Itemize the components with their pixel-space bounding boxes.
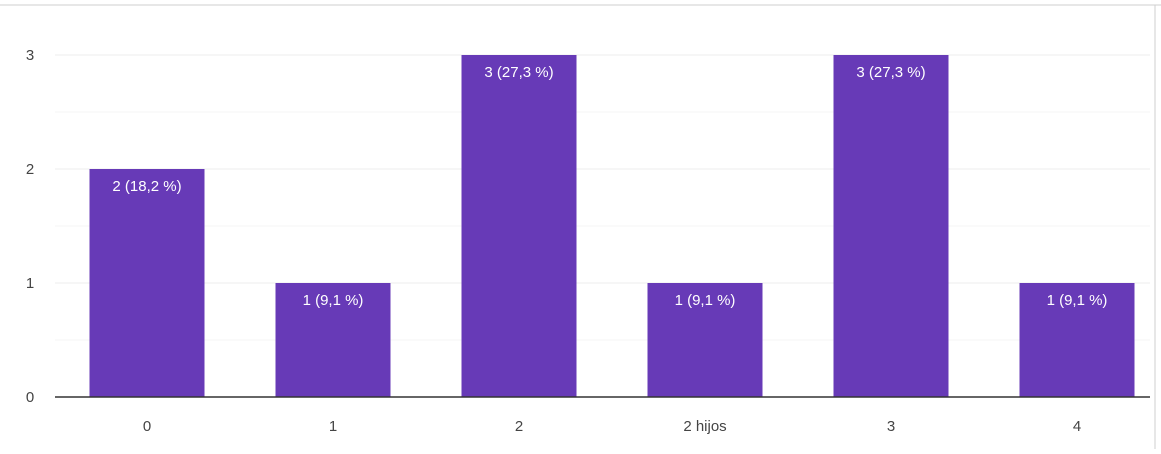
- y-tick-label: 0: [26, 389, 34, 406]
- x-tick-label: 1: [329, 418, 337, 435]
- x-tick-labels: 0 1 2 2 hijos 3 4: [143, 418, 1081, 435]
- bar-data-label: 2 (18,2 %): [112, 178, 181, 195]
- bar: [647, 283, 763, 397]
- y-tick-label: 3: [26, 47, 34, 64]
- bars-group: [89, 55, 1135, 397]
- bar: [1019, 283, 1135, 397]
- bar-data-label: 1 (9,1 %): [1047, 292, 1108, 309]
- x-tick-label: 3: [887, 418, 895, 435]
- bar-labels-group: 2 (18,2 %) 1 (9,1 %) 3 (27,3 %) 1 (9,1 %) 3 …: [112, 64, 1107, 309]
- bar: [461, 55, 577, 397]
- bar-data-label: 1 (9,1 %): [303, 292, 364, 309]
- y-tick-label: 2: [26, 161, 34, 178]
- x-tick-label: 2: [515, 418, 523, 435]
- bar: [89, 169, 205, 397]
- bar-data-label: 1 (9,1 %): [675, 292, 736, 309]
- x-tick-label: 4: [1073, 418, 1081, 435]
- x-tick-label: 2 hijos: [683, 418, 726, 435]
- bar-data-label: 3 (27,3 %): [484, 64, 553, 81]
- grid-lines: [55, 54, 1150, 341]
- y-tick-labels: 0 1 2 3: [26, 47, 34, 406]
- y-tick-label: 1: [26, 275, 34, 292]
- bar: [833, 55, 949, 397]
- bar-data-label: 3 (27,3 %): [856, 64, 925, 81]
- bar: [275, 283, 391, 397]
- x-tick-label: 0: [143, 418, 151, 435]
